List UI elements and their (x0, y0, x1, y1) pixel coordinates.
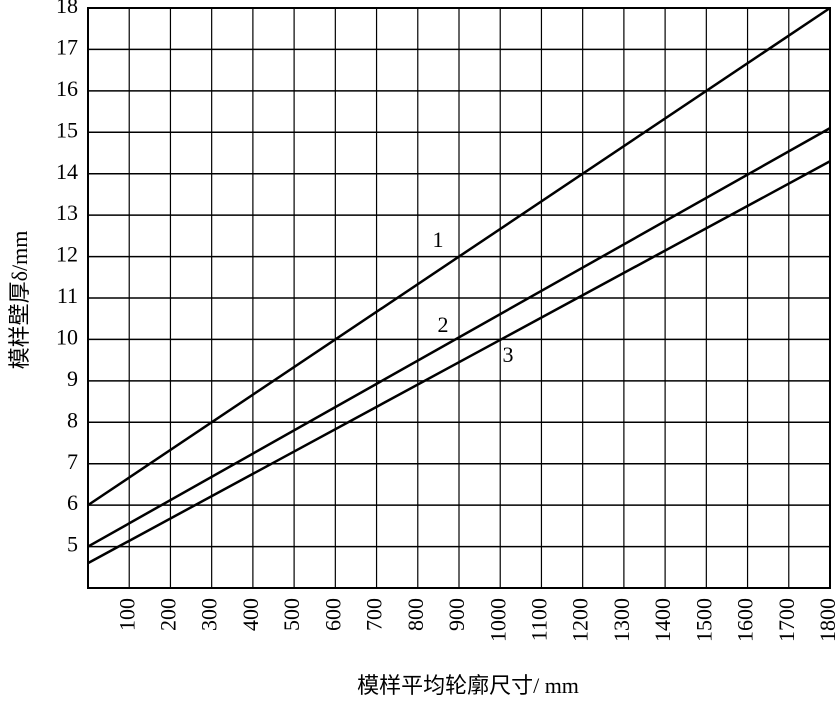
x-tick-label: 200 (155, 598, 180, 631)
x-tick-label: 1500 (691, 598, 716, 642)
series-line (87, 160, 831, 565)
x-tick-label: 900 (444, 598, 469, 631)
x-tick-label: 100 (114, 598, 139, 631)
y-tick-label: 11 (57, 283, 78, 308)
x-tick-label: 1300 (609, 598, 634, 642)
x-tick-label: 1700 (774, 598, 799, 642)
x-tick-label: 1600 (733, 598, 758, 642)
series-label: 1 (433, 227, 444, 252)
y-axis-label: 模样壁厚δ/mm (7, 231, 32, 370)
y-tick-label: 18 (56, 0, 78, 18)
x-axis-label: 模样平均轮廓尺寸/ mm (357, 673, 579, 698)
y-tick-label: 10 (56, 324, 78, 349)
x-tick-label: 500 (279, 598, 304, 631)
series-line (87, 127, 831, 548)
y-tick-label: 14 (56, 159, 78, 184)
series-label: 2 (438, 312, 449, 337)
x-tick-label: 1200 (568, 598, 593, 642)
x-tick-label: 1400 (650, 598, 675, 642)
y-tick-label: 16 (56, 76, 78, 101)
x-tick-label: 1100 (526, 598, 551, 641)
y-tick-label: 12 (56, 242, 78, 267)
y-tick-label: 15 (56, 117, 78, 142)
x-tick-label: 600 (320, 598, 345, 631)
x-tick-label: 1000 (485, 598, 510, 642)
y-tick-label: 8 (67, 407, 78, 432)
y-tick-label: 7 (67, 449, 78, 474)
y-tick-label: 13 (56, 200, 78, 225)
y-tick-label: 6 (67, 490, 78, 515)
plot-frame (87, 7, 831, 589)
x-tick-label: 700 (362, 598, 387, 631)
y-tick-label: 17 (56, 34, 78, 59)
x-tick-label: 300 (197, 598, 222, 631)
x-tick-label: 400 (238, 598, 263, 631)
y-tick-label: 5 (67, 532, 78, 557)
y-tick-label: 9 (67, 366, 78, 391)
series-label: 3 (503, 342, 514, 367)
x-tick-label: 800 (403, 598, 428, 631)
series-line (87, 6, 831, 507)
x-tick-label: 1800 (815, 598, 839, 642)
